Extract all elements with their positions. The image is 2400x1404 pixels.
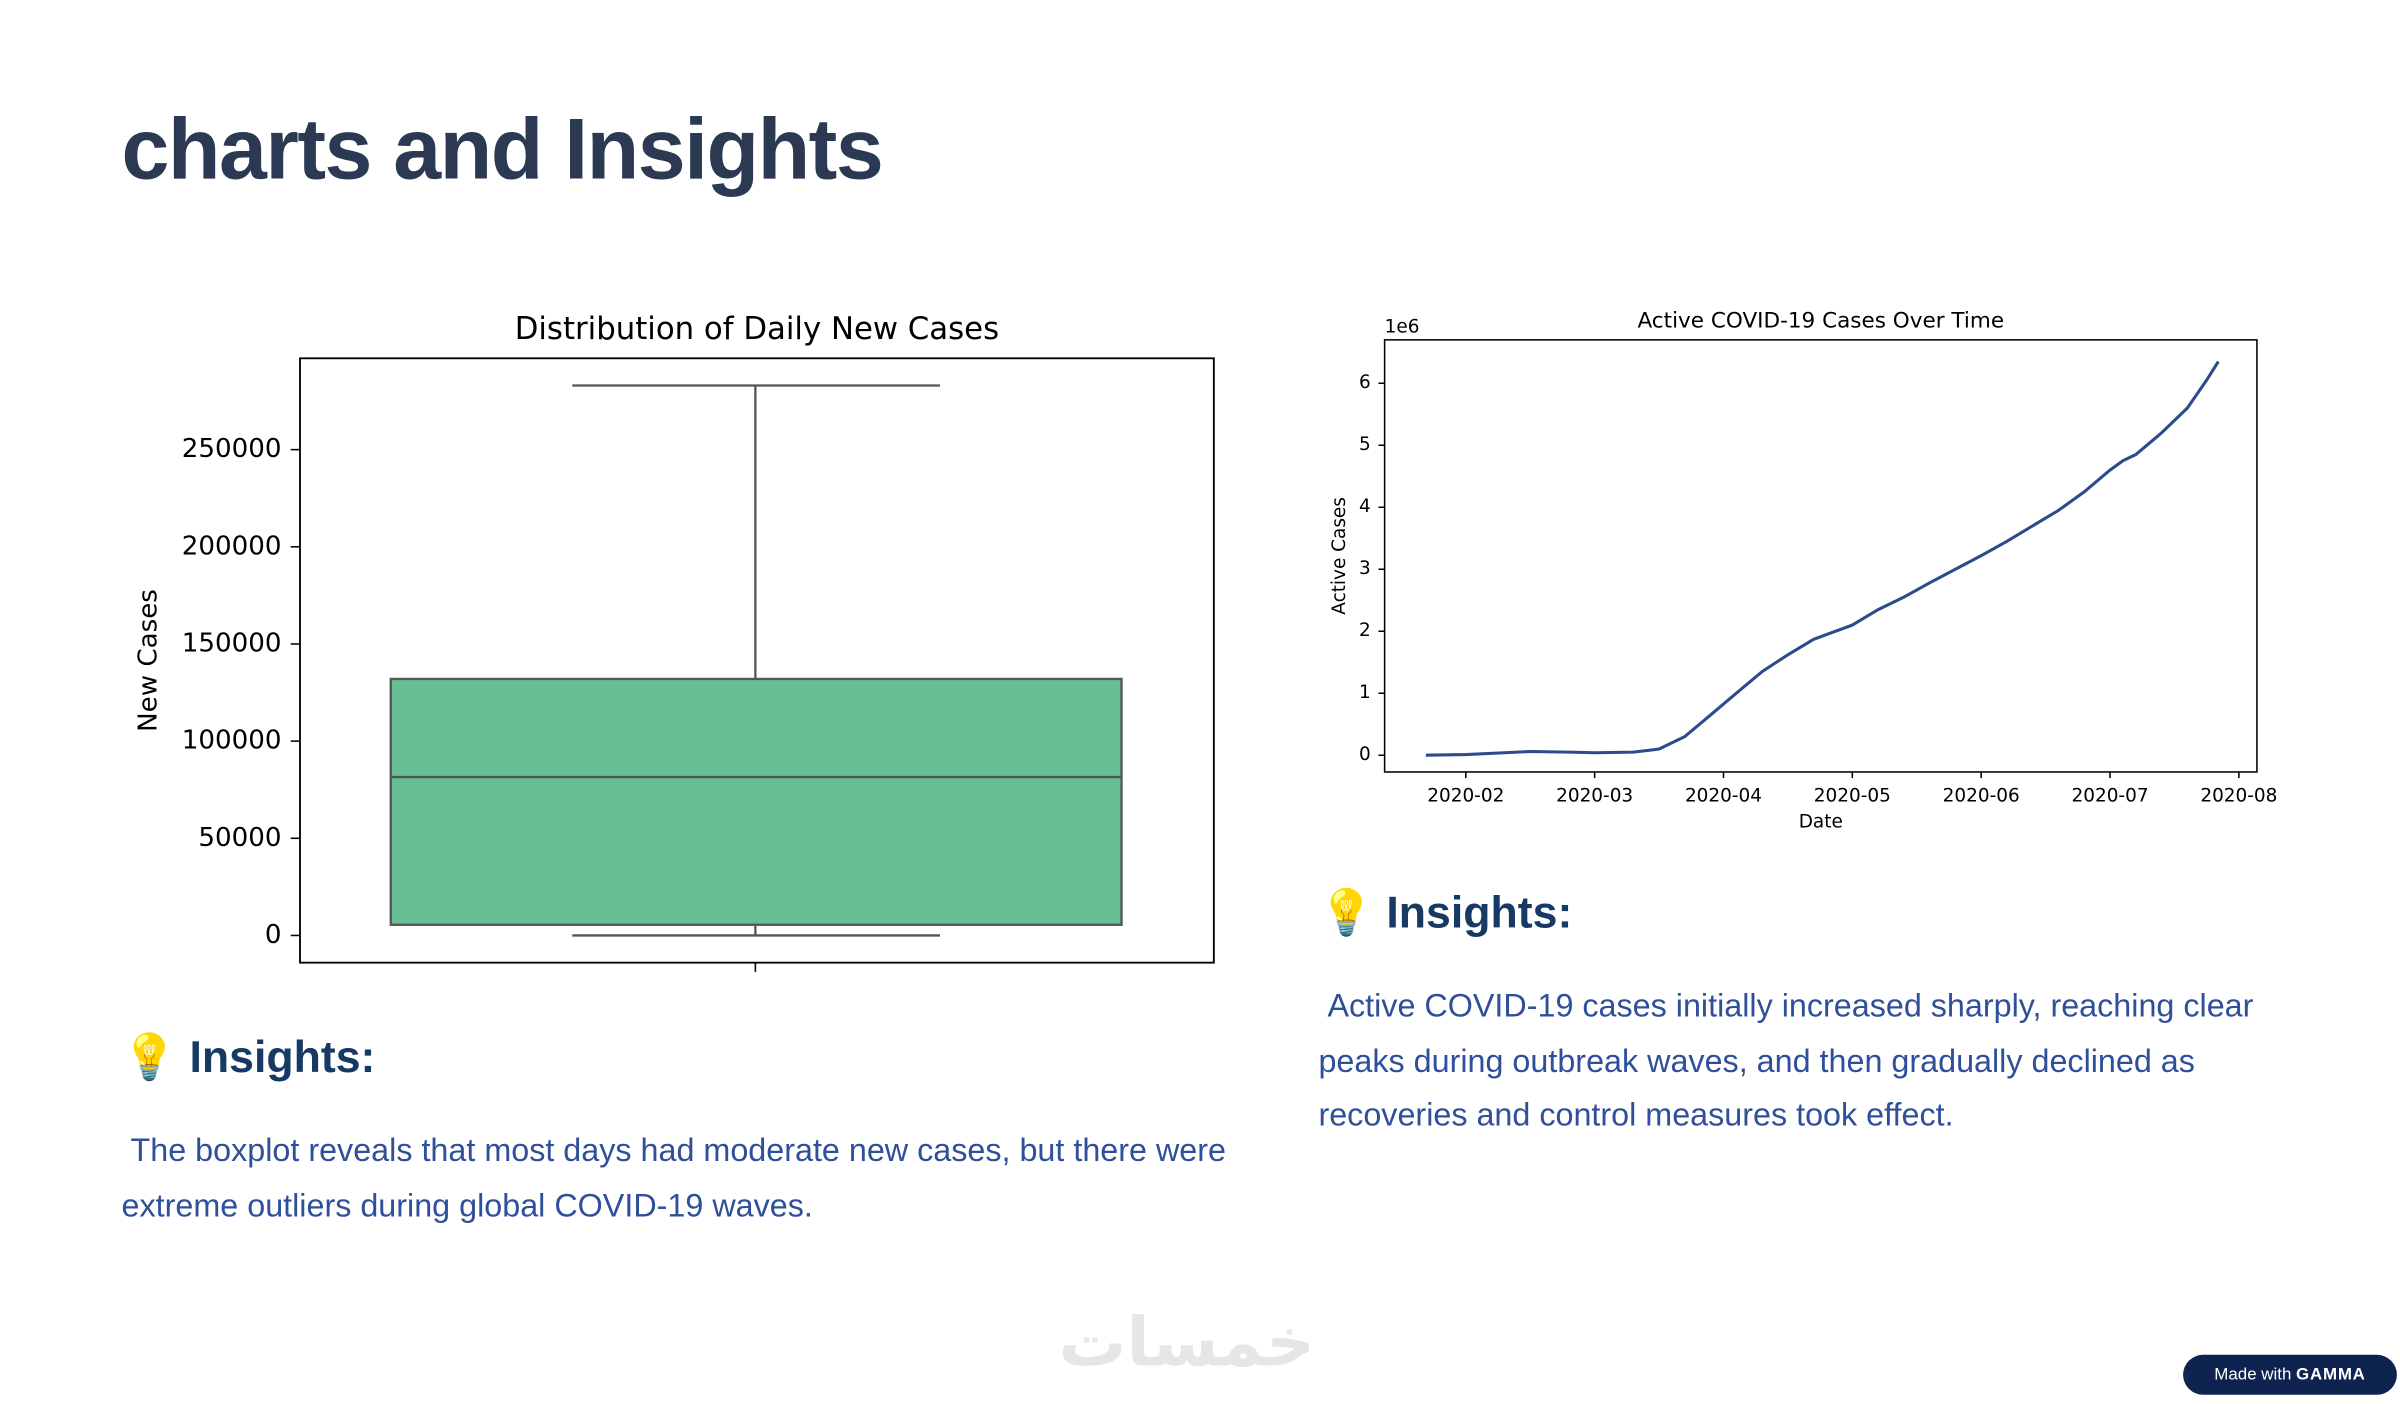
x-tick-label: 2020-07 bbox=[2072, 786, 2149, 807]
y-tick-label: 1 bbox=[1359, 682, 1371, 703]
x-tick-label: 2020-08 bbox=[2200, 786, 2277, 807]
y-tick-label: 5 bbox=[1359, 434, 1371, 455]
slide-title: charts and Insights bbox=[121, 99, 884, 197]
x-tick-label: 2020-05 bbox=[1814, 786, 1891, 807]
x-tick-label: 2020-03 bbox=[1556, 786, 1633, 807]
y-tick-label: 0 bbox=[1359, 744, 1371, 765]
y-tick-label: 2 bbox=[1359, 620, 1371, 641]
y-axis-label: Active Cases bbox=[1329, 497, 1350, 615]
y-tick-label: 200000 bbox=[182, 531, 282, 561]
y-tick-label: 100000 bbox=[182, 726, 282, 756]
made-with-badge[interactable]: Made with GAMMA bbox=[2183, 1354, 2397, 1395]
line-series bbox=[1425, 360, 2220, 757]
x-tick-label: 2020-04 bbox=[1685, 786, 1762, 807]
chart-title: Distribution of Daily New Cases bbox=[515, 311, 999, 347]
insights-text: Active COVID-19 cases initially increase… bbox=[1318, 988, 2263, 1134]
y-offset-label: 1e6 bbox=[1385, 317, 1420, 338]
axes-frame bbox=[299, 357, 1215, 964]
y-axis-label: New Cases bbox=[134, 589, 164, 732]
y-tick-label: 0 bbox=[265, 920, 282, 950]
chart-title: Active COVID-19 Cases Over Time bbox=[1637, 308, 2004, 333]
box bbox=[389, 677, 1123, 926]
insights-heading: 💡 Insights: bbox=[1318, 888, 1573, 939]
badge-prefix: Made with bbox=[2214, 1365, 2292, 1385]
axes-frame bbox=[1383, 339, 2258, 773]
badge-brand: GAMMA bbox=[2296, 1365, 2366, 1385]
y-tick-label: 6 bbox=[1359, 372, 1371, 393]
y-tick-label: 4 bbox=[1359, 496, 1371, 517]
watermark: خمسات bbox=[1058, 1304, 1315, 1383]
y-tick-label: 50000 bbox=[198, 823, 281, 853]
insights-text: The boxplot reveals that most days had m… bbox=[121, 1133, 1235, 1224]
y-tick-label: 250000 bbox=[182, 434, 282, 464]
y-tick-label: 3 bbox=[1359, 558, 1371, 579]
insights-heading: 💡 Insights: bbox=[121, 1033, 376, 1083]
x-tick-label: 2020-02 bbox=[1427, 786, 1504, 807]
x-axis-label: Date bbox=[1799, 812, 1843, 833]
y-tick-label: 150000 bbox=[182, 628, 282, 658]
x-tick-label: 2020-06 bbox=[1943, 786, 2020, 807]
